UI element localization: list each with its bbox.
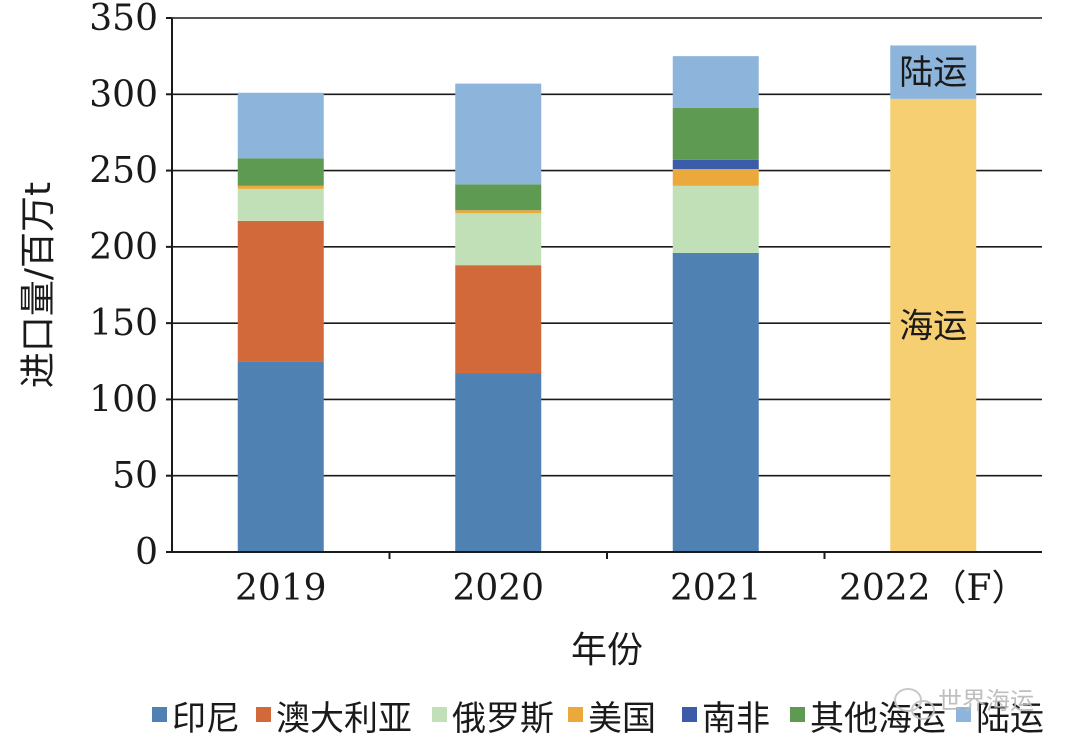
- bar-segment: [890, 98, 977, 552]
- bar-segment: [672, 169, 759, 186]
- x-tick-labels: 2019 2020 2021 2022（F）: [235, 552, 1028, 609]
- segment-label: 海运: [899, 306, 967, 346]
- legend-swatch: [682, 707, 697, 722]
- y-axis-title: 进口量/百万t: [18, 182, 59, 388]
- legend-swatch: [432, 707, 447, 722]
- bar-segment: [237, 188, 324, 221]
- x-tick-label: 2020: [452, 568, 544, 609]
- bar-segment: [237, 158, 324, 186]
- bar-segment: [237, 92, 324, 159]
- y-tick-label: 200: [89, 227, 158, 268]
- legend-swatch: [152, 707, 167, 722]
- bar-segment: [455, 184, 542, 211]
- wechat-icon: [894, 688, 935, 720]
- bar-segment: [672, 56, 759, 109]
- bar-segment: [890, 45, 977, 99]
- x-axis-title: 年份: [571, 630, 643, 671]
- legend-label: 南非: [702, 699, 770, 739]
- y-tick-label: 0: [135, 532, 158, 573]
- x-tick-label: 2022（F）: [839, 568, 1028, 609]
- legend-swatch: [568, 707, 583, 722]
- y-tick-labels: 0 50 100 150 200 250 300 350: [89, 0, 172, 573]
- bar-segment: [455, 373, 542, 552]
- legend-swatch: [956, 707, 971, 722]
- bar-segment: [237, 185, 324, 189]
- y-tick-label: 350: [89, 0, 158, 39]
- segment-label: 陆运: [899, 53, 967, 93]
- bar-segment: [237, 220, 324, 362]
- legend-label: 澳大利亚: [276, 699, 412, 739]
- bar-segment: [237, 361, 324, 552]
- legend-label: 陆运: [976, 699, 1044, 739]
- y-tick-label: 250: [89, 151, 158, 192]
- y-tick-label: 150: [89, 303, 158, 344]
- legend-swatch: [790, 707, 805, 722]
- bar-segment: [672, 252, 759, 552]
- y-tick-label: 50: [112, 456, 158, 497]
- legend-label: 美国: [588, 699, 656, 739]
- legend-swatch: [256, 707, 271, 722]
- watermark: 世界海运: [894, 687, 1034, 720]
- bars: [237, 45, 977, 552]
- bar-segment: [455, 210, 542, 214]
- bar-segment: [455, 213, 542, 266]
- legend: 印尼 澳大利亚 俄罗斯 美国 南非 其他海运 陆运: [152, 699, 1044, 739]
- bar-segment: [672, 159, 759, 170]
- y-tick-label: 100: [89, 379, 158, 420]
- x-tick-label: 2021: [670, 568, 762, 609]
- x-tick-label: 2019: [235, 568, 327, 609]
- bar-segment: [672, 185, 759, 253]
- watermark-text: 世界海运: [938, 687, 1034, 715]
- bar-segment: [455, 83, 542, 185]
- y-tick-label: 300: [89, 74, 158, 115]
- legend-label: 印尼: [172, 699, 240, 739]
- legend-label: 俄罗斯: [452, 699, 554, 739]
- bar-segment: [672, 108, 759, 160]
- bar-segment: [455, 265, 542, 374]
